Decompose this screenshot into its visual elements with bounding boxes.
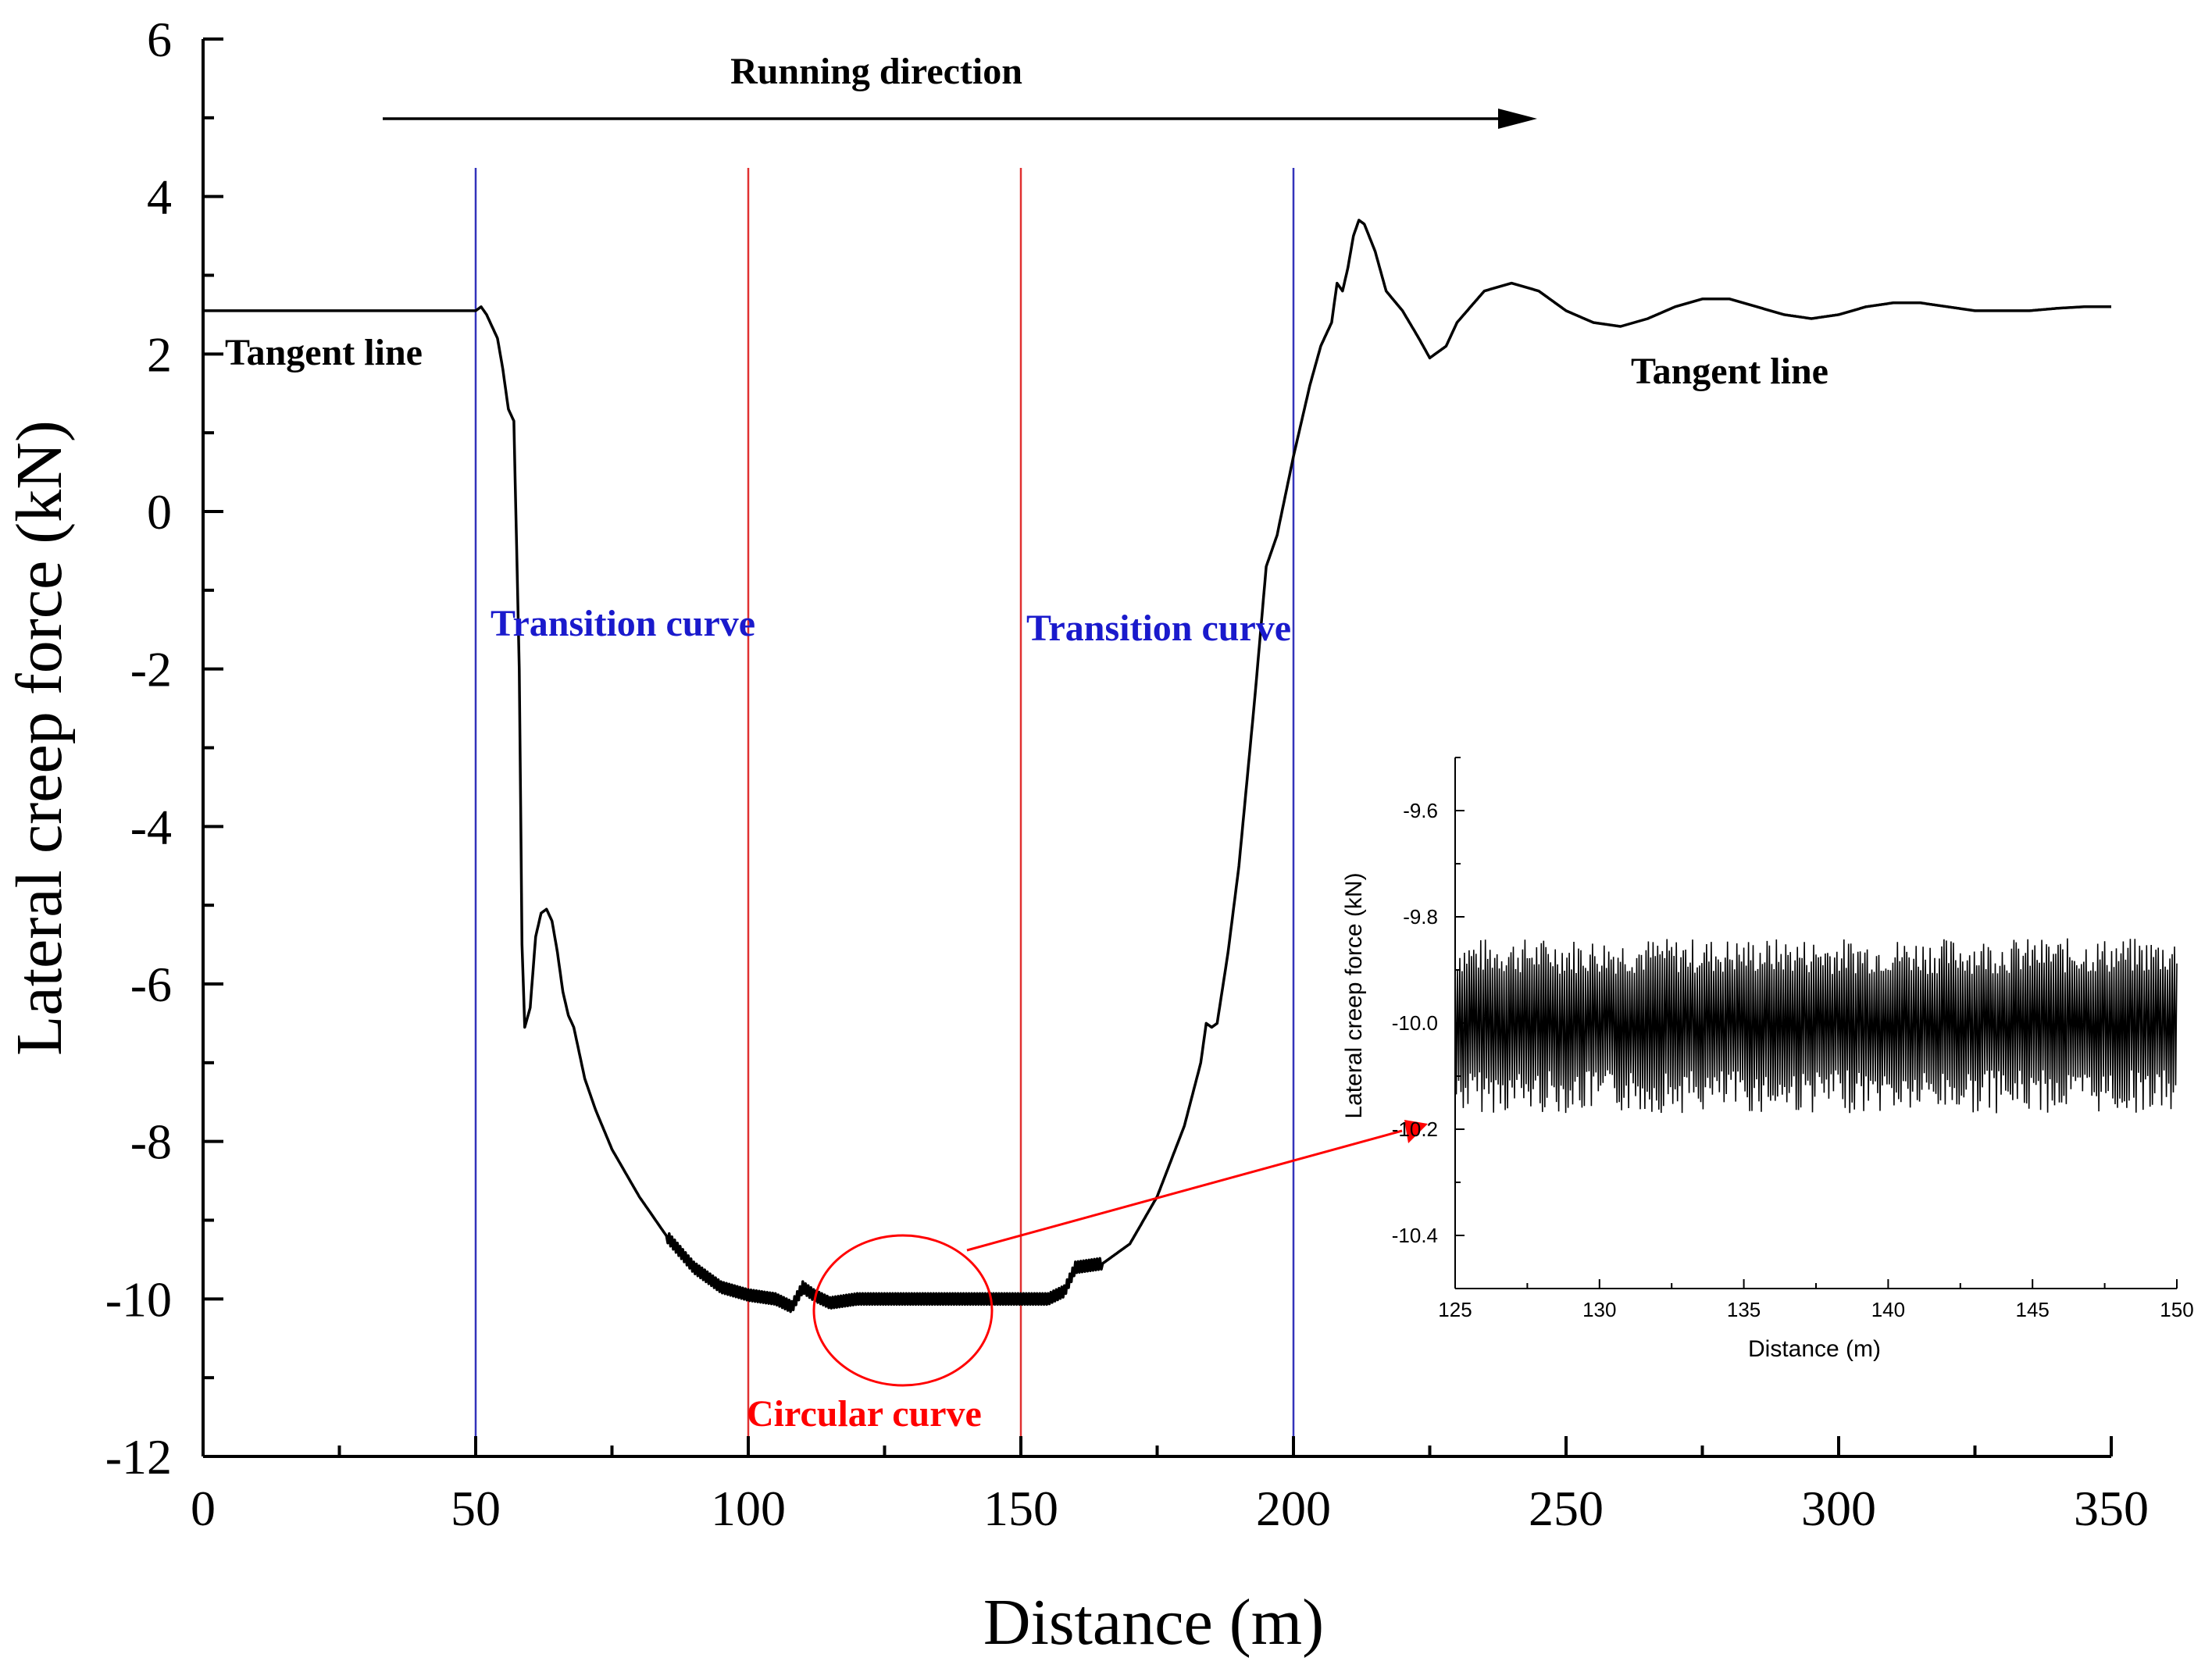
inset-x-tick-label: 125	[1438, 1298, 1472, 1321]
running-direction-arrowhead	[1498, 109, 1537, 129]
x-tick-label: 100	[711, 1481, 786, 1536]
zoom-connector-arrowhead	[1404, 1120, 1428, 1143]
annotation-transition-curve-left: Transition curve	[491, 603, 755, 644]
y-tick-label: -8	[130, 1114, 172, 1170]
inset-plot: 125 130 135 140 145 150 -9.6 -9.8 -10.0 -10.2 -10…	[1341, 757, 2194, 1362]
x-tick-label: 50	[451, 1481, 501, 1536]
inset-series-line	[1454, 938, 2178, 1114]
x-axis-title: Distance (m)	[983, 1586, 1324, 1659]
annotation-tangent-line-left: Tangent line	[225, 332, 423, 373]
y-tick-label: 2	[147, 326, 172, 382]
inset-x-tick-label: 145	[2016, 1298, 2050, 1321]
x-tick-label: 250	[1529, 1481, 1604, 1536]
inset-x-axis-title: Distance (m)	[1748, 1336, 1881, 1362]
y-tick-label: 4	[147, 169, 172, 225]
inset-y-tick-label: -9.6	[1403, 799, 1438, 822]
main-axes	[202, 37, 2113, 1458]
y-tick-label: -6	[130, 957, 172, 1012]
inset-y-tick-label: -10.0	[1392, 1011, 1438, 1035]
inset-x-tick-label: 140	[1871, 1298, 1905, 1321]
main-plot: 0 50 100 150 200 250 300 350 6 4 2 0 -2 -4 -6 -8 -10 -12…	[3, 12, 2149, 1659]
annotation-transition-curve-right: Transition curve	[1026, 608, 1291, 649]
annotation-tangent-line-right: Tangent line	[1631, 351, 1828, 392]
y-tick-label: 0	[147, 484, 172, 540]
inset-y-tick-labels: -9.6 -9.8 -10.0 -10.2 -10.4	[1392, 799, 1438, 1247]
main-y-tick-labels: 6 4 2 0 -2 -4 -6 -8 -10 -12	[105, 12, 172, 1485]
inset-x-tick-label: 135	[1727, 1298, 1761, 1321]
y-tick-label: 6	[147, 12, 172, 67]
y-axis-title: Lateral creep force (kN)	[3, 420, 76, 1056]
x-tick-label: 0	[191, 1481, 216, 1536]
main-x-tick-labels: 0 50 100 150 200 250 300 350	[191, 1481, 2149, 1536]
inset-x-tick-label: 130	[1582, 1298, 1616, 1321]
zoom-highlight-ellipse	[812, 1234, 994, 1387]
inset-y-axis-title: Lateral creep force (kN)	[1341, 872, 1367, 1118]
inset-y-tick-label: -9.8	[1403, 905, 1438, 929]
inset-y-tick-label: -10.4	[1392, 1224, 1438, 1247]
zoom-connector-line	[966, 1129, 1403, 1252]
x-tick-label: 350	[2074, 1481, 2149, 1536]
x-tick-label: 150	[983, 1481, 1058, 1536]
series-line-lateral-creep-force	[202, 219, 2112, 1314]
annotation-running-direction: Running direction	[730, 51, 1022, 92]
annotations: Running direction Tangent line Transitio…	[225, 51, 1828, 1435]
x-tick-label: 300	[1801, 1481, 1876, 1536]
y-tick-label: -12	[105, 1429, 172, 1485]
y-tick-label: -2	[130, 642, 172, 697]
main-boundary-lines	[474, 168, 1295, 1456]
inset-y-tick-label: -10.2	[1392, 1118, 1438, 1141]
y-tick-label: -4	[130, 799, 172, 854]
y-tick-label: -10	[105, 1271, 172, 1327]
inset-x-tick-labels: 125 130 135 140 145 150	[1438, 1298, 2193, 1321]
x-tick-label: 200	[1256, 1481, 1331, 1536]
inset-x-tick-label: 150	[2160, 1298, 2193, 1321]
annotation-circular-curve: Circular curve	[747, 1393, 982, 1435]
